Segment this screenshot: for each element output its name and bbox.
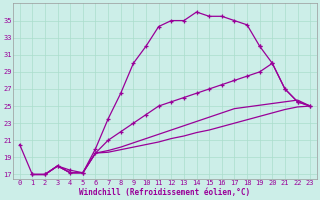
X-axis label: Windchill (Refroidissement éolien,°C): Windchill (Refroidissement éolien,°C): [79, 188, 251, 197]
